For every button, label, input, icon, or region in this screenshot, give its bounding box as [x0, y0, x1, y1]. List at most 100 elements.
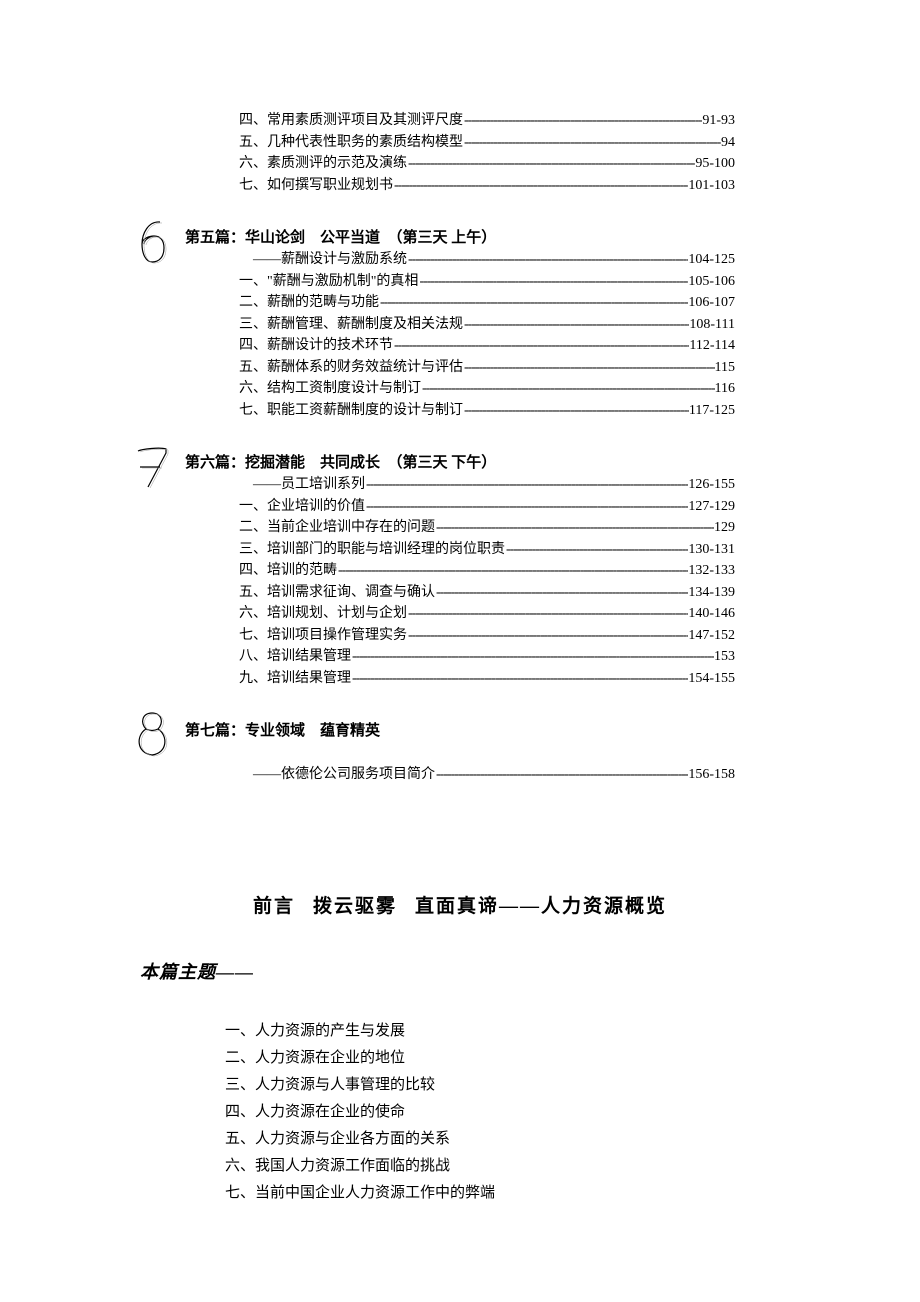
toc-row: 二、当前企业培训中存在的问题--------------------------… — [185, 517, 735, 539]
toc-label: 五、薪酬体系的财务效益统计与评估 — [239, 357, 463, 379]
toc-label: 七、培训项目操作管理实务 — [239, 625, 407, 647]
toc-pages: 140-146 — [688, 603, 735, 625]
toc-label: 九、培训结果管理 — [239, 668, 351, 690]
toc-label: 五、几种代表性职务的素质结构模型 — [239, 132, 463, 154]
section-title: 第五篇：华山论剑 公平当道 （第三天 上午） — [185, 226, 735, 247]
toc-leader: ----------------------------------------… — [463, 110, 702, 132]
toc-pages: 115 — [715, 357, 735, 379]
toc-pages: 105-106 — [688, 271, 735, 293]
toc-label: 六、结构工资制度设计与制订 — [239, 378, 421, 400]
toc-label: 一、"薪酬与激励机制"的真相 — [239, 271, 418, 293]
toc-pages: 153 — [714, 646, 735, 668]
toc-pages: 147-152 — [688, 625, 735, 647]
toc-row: 六、素质测评的示范及演练----------------------------… — [185, 153, 735, 175]
toc-leader: ----------------------------------------… — [365, 474, 688, 496]
toc-leader: ----------------------------------------… — [365, 496, 688, 518]
toc-label: 一、企业培训的价值 — [239, 496, 365, 518]
foreword-mid2: 直面真谛——人力资源概览 — [415, 896, 667, 917]
toc-leader: ----------------------------------------… — [463, 400, 689, 422]
toc-row: 四、常用素质测评项目及其测评尺度------------------------… — [185, 110, 735, 132]
toc-row: 五、薪酬体系的财务效益统计与评估------------------------… — [185, 357, 735, 379]
section-number-7 — [130, 441, 174, 493]
toc-label: 二、当前企业培训中存在的问题 — [239, 517, 435, 539]
toc-label: 三、薪酬管理、薪酬制度及相关法规 — [239, 314, 463, 336]
toc-pages: 132-133 — [688, 560, 735, 582]
subject-item: 六、我国人力资源工作面临的挑战 — [225, 1153, 920, 1180]
subject-item: 一、人力资源的产生与发展 — [225, 1018, 920, 1045]
toc-row: ——薪酬设计与激励系统-----------------------------… — [185, 249, 735, 271]
toc-label: 七、职能工资薪酬制度的设计与制订 — [239, 400, 463, 422]
subject-item: 五、人力资源与企业各方面的关系 — [225, 1126, 920, 1153]
toc-pages: 95-100 — [695, 153, 735, 175]
toc-label: 六、培训规划、计划与企划 — [239, 603, 407, 625]
toc-pages: 134-139 — [688, 582, 735, 604]
toc-pages: 91-93 — [702, 110, 735, 132]
toc-pages: 116 — [715, 378, 735, 400]
toc-pages: 154-155 — [688, 668, 735, 690]
toc-row: 八、培训结果管理--------------------------------… — [185, 646, 735, 668]
foreword-heading: 前言拨云驱雾直面真谛——人力资源概览 — [0, 891, 920, 918]
toc-pages: 104-125 — [688, 249, 735, 271]
toc-row: 四、薪酬设计的技术环节-----------------------------… — [185, 335, 735, 357]
toc-label: 四、培训的范畴 — [239, 560, 337, 582]
toc-row: ——员工培训系列--------------------------------… — [185, 474, 735, 496]
toc-leader: ----------------------------------------… — [393, 335, 689, 357]
toc-label: ——员工培训系列 — [253, 474, 365, 496]
toc-leader: ----------------------------------------… — [351, 646, 714, 668]
toc-leader: ----------------------------------------… — [435, 764, 688, 786]
toc-leader: ----------------------------------------… — [351, 668, 688, 690]
toc-pages: 101-103 — [688, 175, 735, 197]
toc-row: 三、薪酬管理、薪酬制度及相关法规------------------------… — [185, 314, 735, 336]
toc-pages: 106-107 — [688, 292, 735, 314]
toc-leader: ----------------------------------------… — [463, 314, 689, 336]
toc-pages: 108-111 — [689, 314, 735, 336]
toc-row: 三、培训部门的职能与培训经理的岗位职责---------------------… — [185, 539, 735, 561]
toc-leader: ----------------------------------------… — [505, 539, 688, 561]
toc-row: 九、培训结果管理--------------------------------… — [185, 668, 735, 690]
toc-row: 一、企业培训的价值-------------------------------… — [185, 496, 735, 518]
toc-pages: 94 — [721, 132, 735, 154]
toc-row: 五、几种代表性职务的素质结构模型------------------------… — [185, 132, 735, 154]
toc-label: 二、薪酬的范畴与功能 — [239, 292, 379, 314]
toc-pages: 112-114 — [689, 335, 735, 357]
toc-leader: ----------------------------------------… — [407, 153, 695, 175]
toc-row: 七、如何撰写职业规划书-----------------------------… — [185, 175, 735, 197]
toc-label: 六、素质测评的示范及演练 — [239, 153, 407, 175]
toc-label: 四、薪酬设计的技术环节 — [239, 335, 393, 357]
toc-row: 六、培训规划、计划与企划----------------------------… — [185, 603, 735, 625]
toc-label: 七、如何撰写职业规划书 — [239, 175, 393, 197]
toc-row: 七、培训项目操作管理实务----------------------------… — [185, 625, 735, 647]
toc-row: 一、"薪酬与激励机制"的真相--------------------------… — [185, 271, 735, 293]
subject-heading: 本篇主题—— — [140, 958, 920, 984]
toc-leader: ----------------------------------------… — [407, 249, 688, 271]
toc-leader: ----------------------------------------… — [418, 271, 688, 293]
toc-row: 二、薪酬的范畴与功能------------------------------… — [185, 292, 735, 314]
section-number-8 — [130, 709, 174, 761]
toc-pages: 126-155 — [688, 474, 735, 496]
toc-leader: ----------------------------------------… — [435, 582, 688, 604]
subject-item: 七、当前中国企业人力资源工作中的弊端 — [225, 1180, 920, 1207]
foreword-mid: 拨云驱雾 — [313, 896, 397, 917]
toc-leader: ----------------------------------------… — [463, 357, 715, 379]
subject-item: 二、人力资源在企业的地位 — [225, 1045, 920, 1072]
toc-label: ——薪酬设计与激励系统 — [253, 249, 407, 271]
toc-pages: 127-129 — [688, 496, 735, 518]
subject-item: 三、人力资源与人事管理的比较 — [225, 1072, 920, 1099]
toc-pages: 130-131 — [688, 539, 735, 561]
toc-label: 四、常用素质测评项目及其测评尺度 — [239, 110, 463, 132]
toc-pages: 156-158 — [688, 764, 735, 786]
foreword-prefix: 前言 — [253, 896, 295, 917]
toc-row: 五、培训需求征询、调查与确认--------------------------… — [185, 582, 735, 604]
subject-item: 四、人力资源在企业的使命 — [225, 1099, 920, 1126]
toc-leader: ----------------------------------------… — [393, 175, 688, 197]
toc-leader: ----------------------------------------… — [379, 292, 688, 314]
toc-pages: 117-125 — [689, 400, 735, 422]
toc-label: 五、培训需求征询、调查与确认 — [239, 582, 435, 604]
section-title: 第七篇：专业领域 蕴育精英 — [185, 719, 735, 740]
section-number-6 — [130, 216, 174, 268]
toc-label: 八、培训结果管理 — [239, 646, 351, 668]
toc-label: ——依德伦公司服务项目简介 — [253, 764, 435, 786]
toc-row: 七、职能工资薪酬制度的设计与制订------------------------… — [185, 400, 735, 422]
toc-leader: ----------------------------------------… — [407, 625, 688, 647]
toc-leader: ----------------------------------------… — [407, 603, 688, 625]
